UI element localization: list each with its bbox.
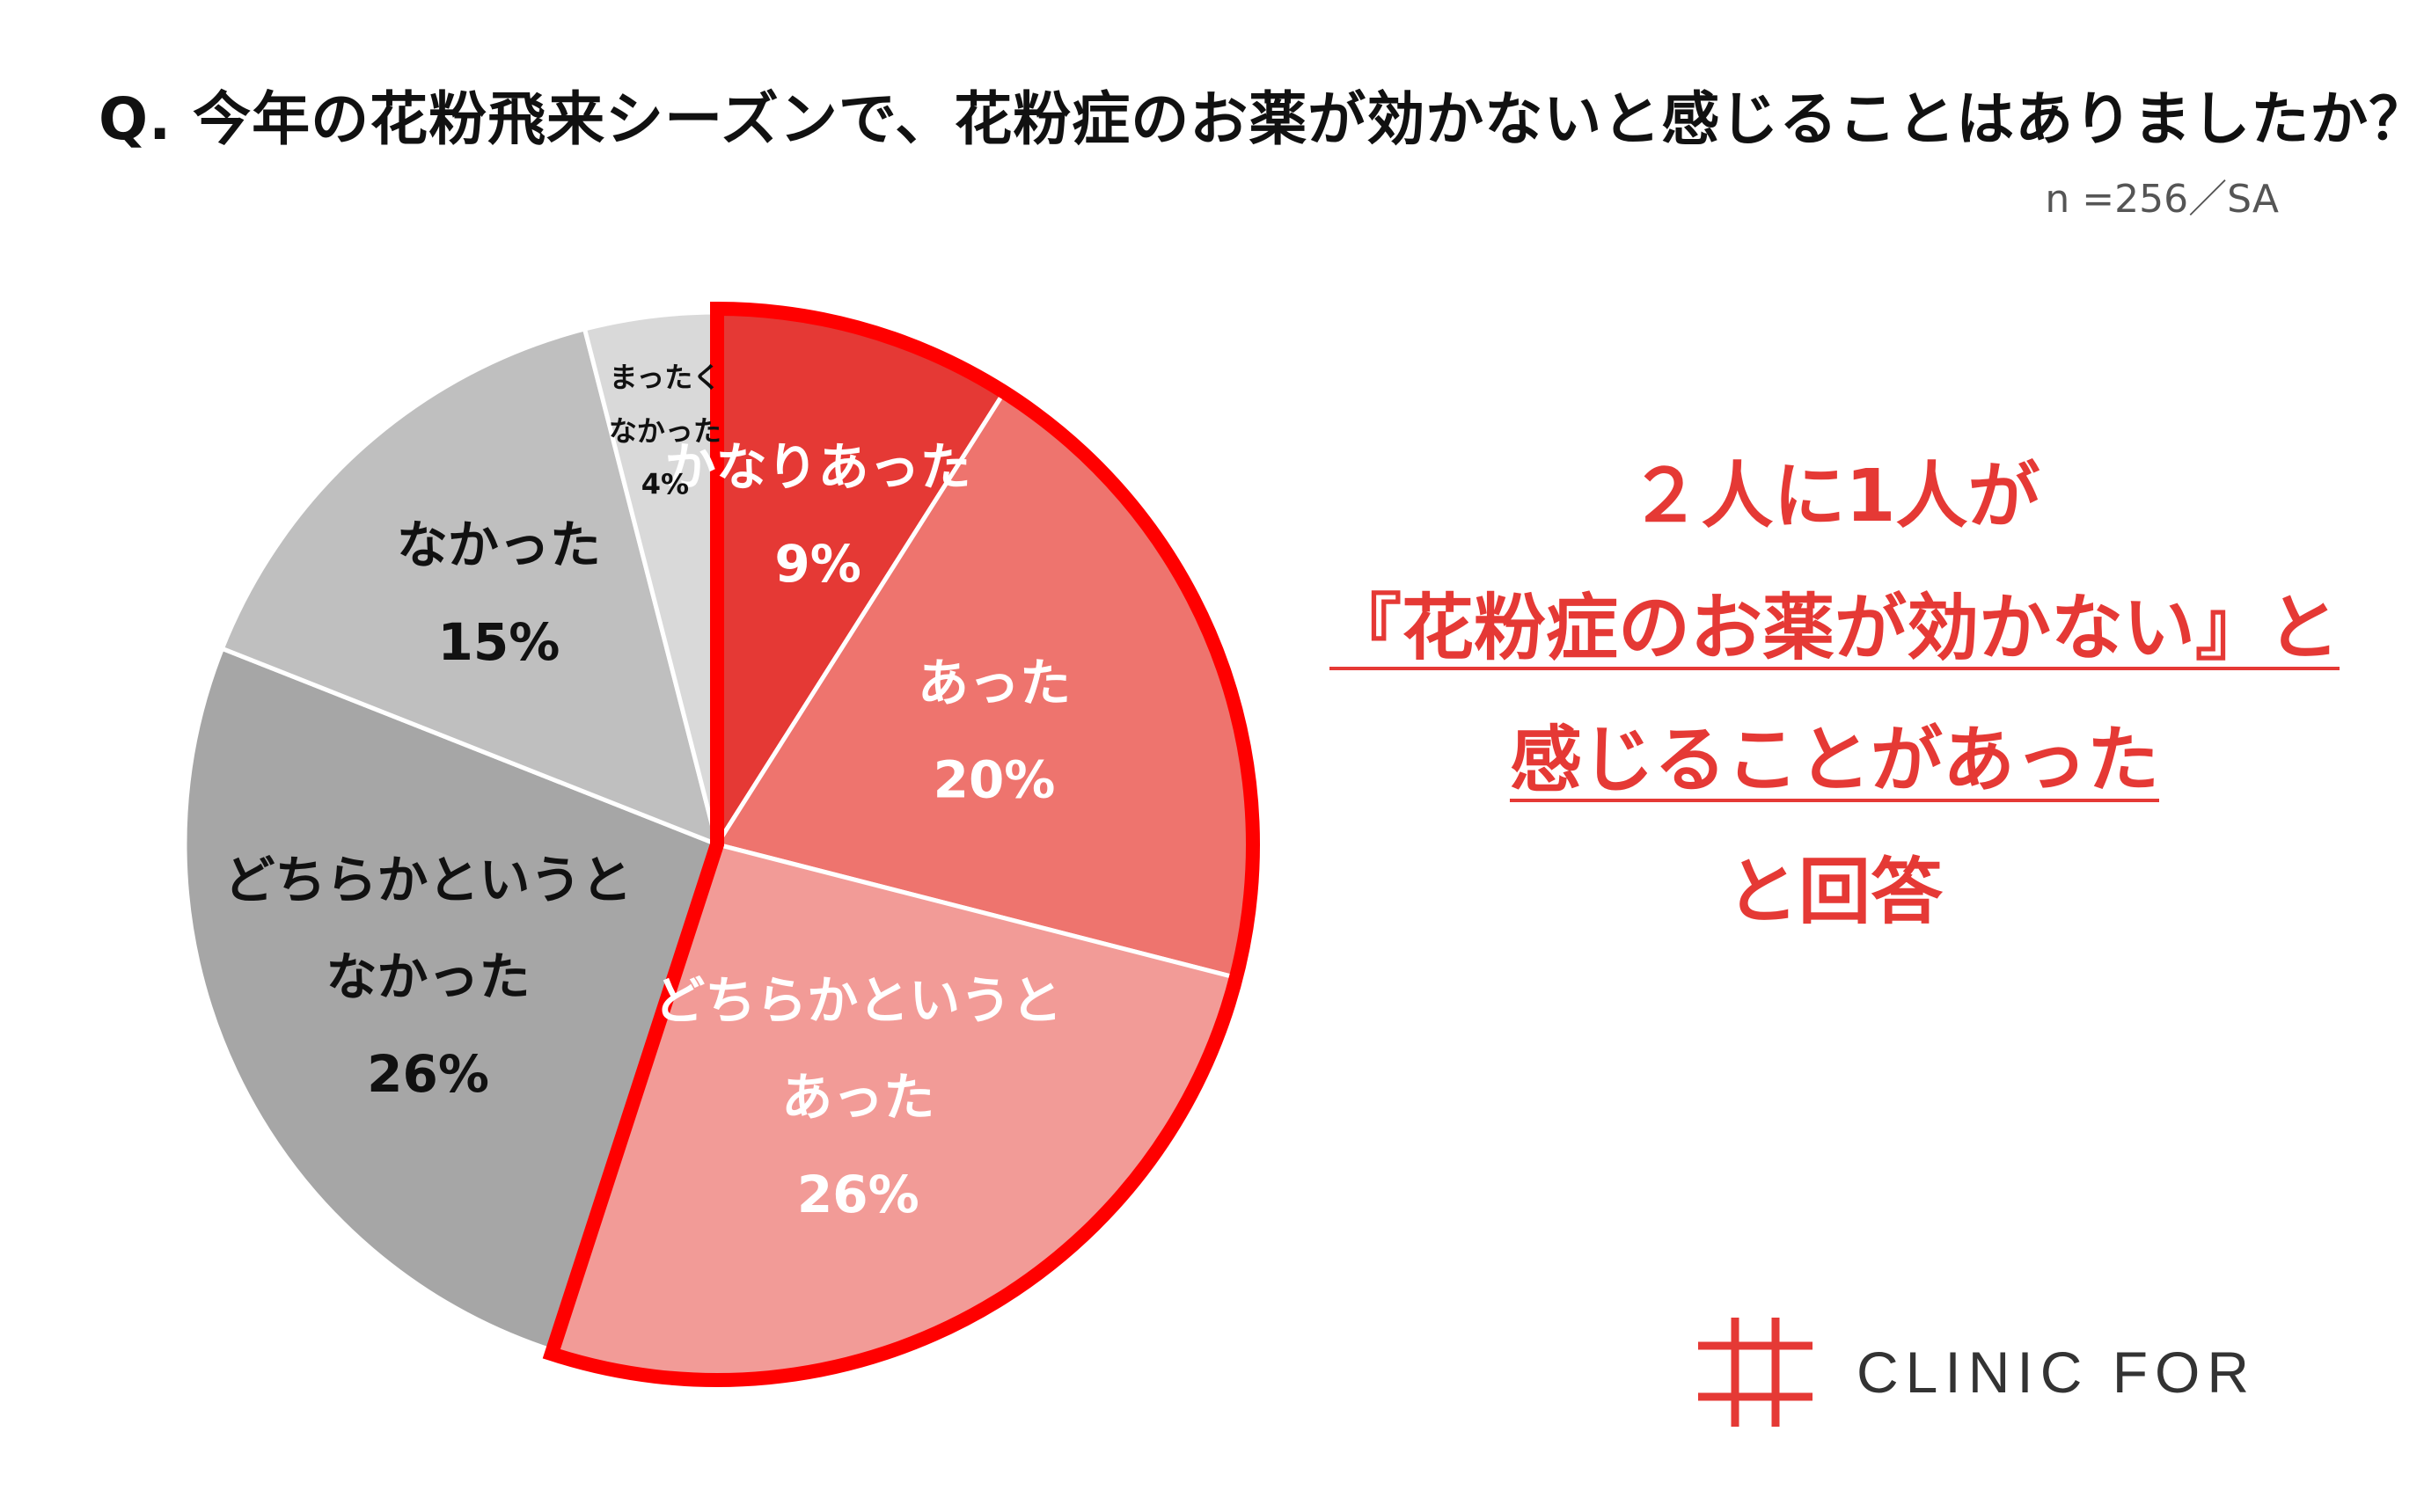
slice-percent-label: 4% <box>641 468 689 501</box>
slice-category-label: かなりあった <box>665 437 971 497</box>
slice-category-label: なかった <box>326 947 531 1007</box>
slice-percent-label: 9% <box>774 534 860 594</box>
slice-percent-label: 15% <box>438 612 560 672</box>
pie-slice-3 <box>182 646 721 1354</box>
clinic-for-logo: CLINIC FOR <box>1689 1311 2256 1434</box>
pie-chart: かなりあった9%あった20%どちらかというとあった26%どちらかというとなかった… <box>182 301 1260 1387</box>
clinic-cross-icon <box>1698 1318 1813 1427</box>
slice-category-label: あった <box>781 1068 934 1128</box>
slice-percent-label: 26% <box>797 1165 919 1224</box>
callout-line-1: ２人に1人が <box>1629 455 2040 538</box>
slice-category-label: なかった <box>397 515 601 575</box>
slice-percent-label: 26% <box>367 1044 489 1104</box>
question-title: Q. 今年の花粉飛来シーズンで、花粉症のお薬が効かないと感じることはありましたか… <box>99 85 2424 153</box>
slice-category-label: なかった <box>609 414 721 448</box>
logo-text: CLINIC FOR <box>1856 1340 2257 1405</box>
highlight-outline <box>542 301 1260 1387</box>
sample-size-note: n =256／SA <box>2045 177 2279 222</box>
pie-slice-4 <box>219 325 721 849</box>
callout: ２人に1人が 『花粉症のお薬が効かない』と 感じることがあった と回答 <box>1267 431 2402 959</box>
slice-category-label: どちらかというと <box>654 971 1062 1031</box>
slice-category-label: まったく <box>609 361 721 394</box>
callout-line-4: と回答 <box>1725 851 1943 934</box>
slice-category-label: あった <box>918 653 1071 712</box>
slice-category-label: どちらかというと <box>224 850 633 909</box>
callout-line-3: 感じることがあった <box>1509 719 2159 802</box>
callout-line-2: 『花粉症のお薬が効かない』と <box>1329 587 2340 670</box>
slice-percent-label: 20% <box>934 749 1056 809</box>
